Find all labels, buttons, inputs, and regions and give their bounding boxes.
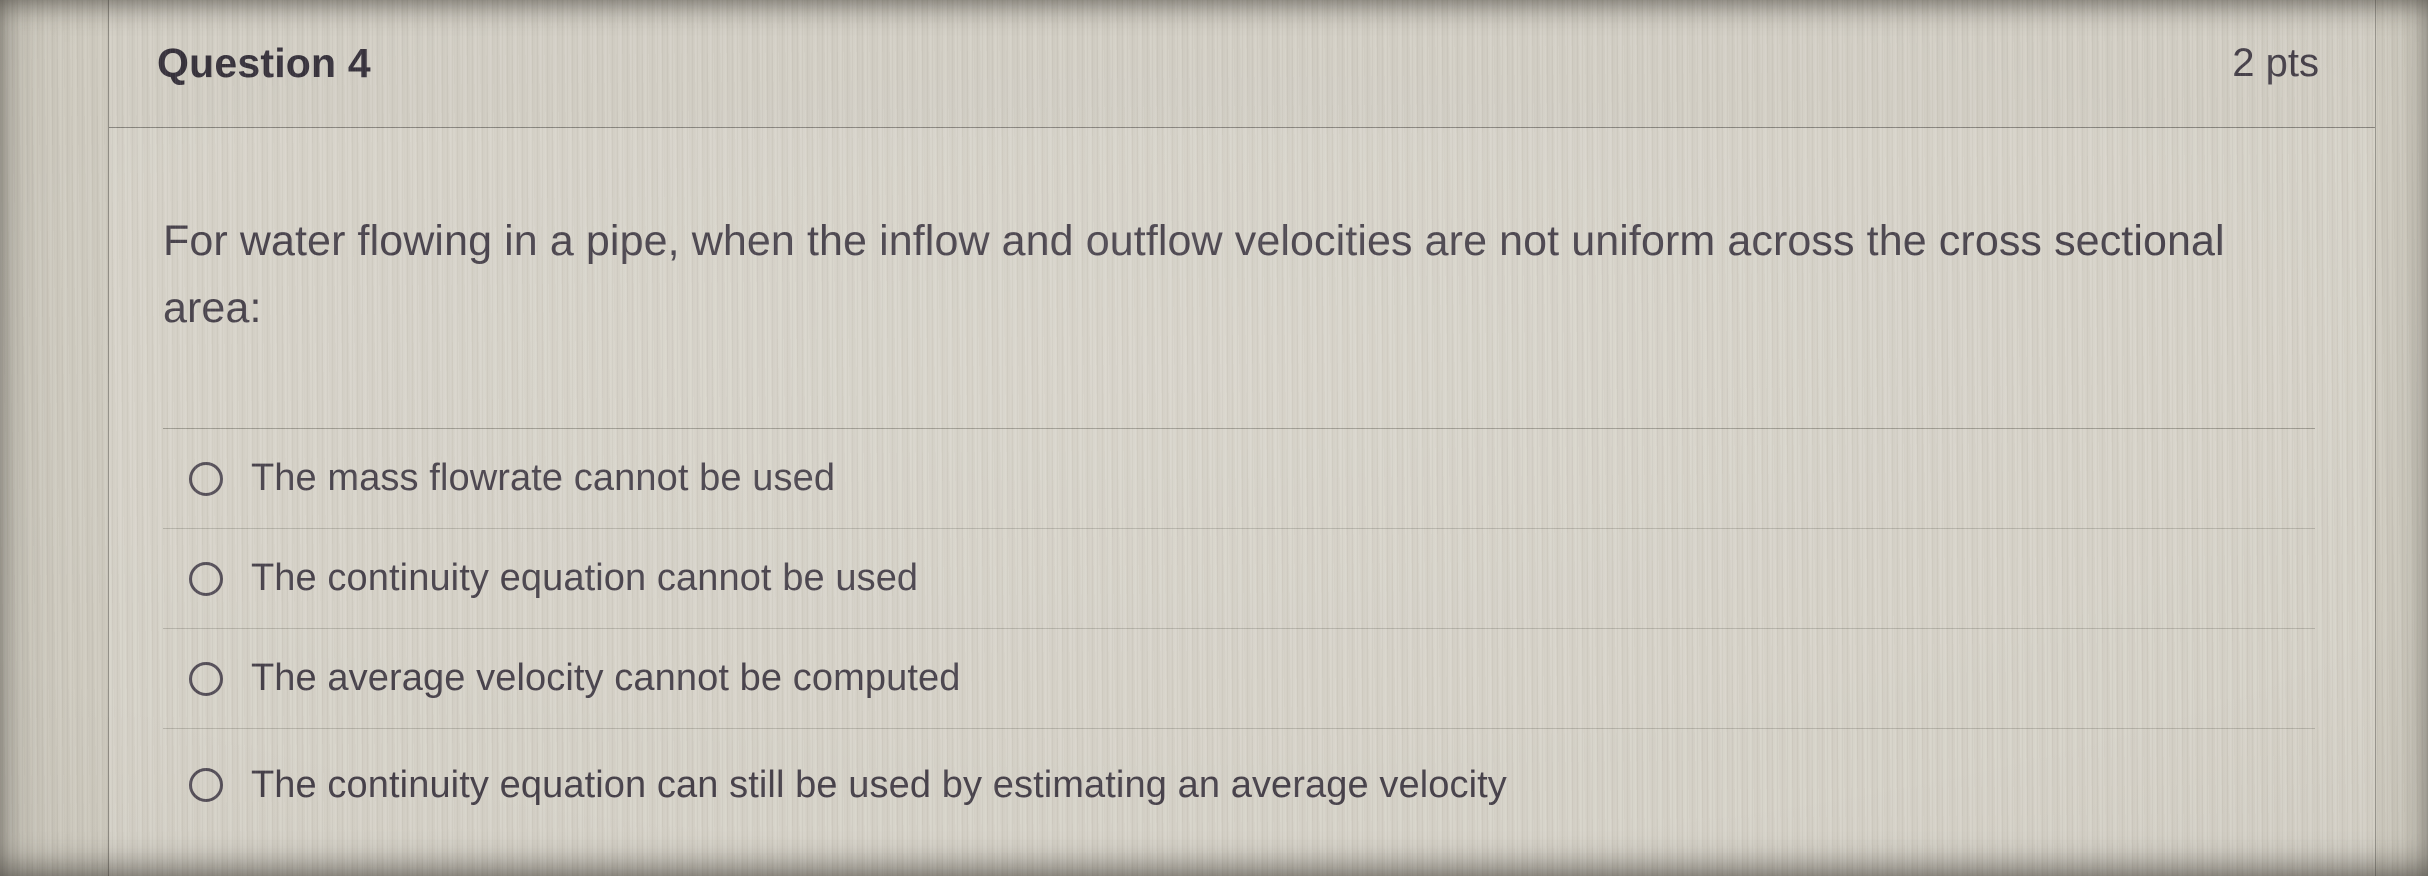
question-prompt: For water flowing in a pipe, when the in… xyxy=(163,217,2225,332)
points-label: 2 pts xyxy=(2232,41,2319,85)
option-label: The continuity equation cannot be used xyxy=(251,557,919,599)
option-label: The average velocity cannot be computed xyxy=(251,657,961,699)
option-radio-button[interactable] xyxy=(189,561,223,596)
option-row[interactable]: The continuity equation can still be use… xyxy=(163,729,2315,841)
question-body: For water flowing in a pipe, when the in… xyxy=(109,128,2375,841)
option-row[interactable]: The mass flowrate cannot be used xyxy=(163,429,2315,529)
option-radio-button[interactable] xyxy=(189,461,223,496)
question-title: Question 4 xyxy=(157,40,371,86)
options-list: The mass flowrate cannot be used The con… xyxy=(163,428,2315,841)
question-header: Question 4 2 pts xyxy=(109,0,2375,128)
option-radio-button[interactable] xyxy=(189,661,223,696)
option-label: The continuity equation can still be use… xyxy=(251,763,1507,806)
option-radio-button[interactable] xyxy=(189,768,223,802)
question-card: Question 4 2 pts For water flowing in a … xyxy=(108,0,2376,876)
option-row[interactable]: The continuity equation cannot be used xyxy=(163,529,2315,629)
option-row[interactable]: The average velocity cannot be computed xyxy=(163,629,2315,729)
option-label: The mass flowrate cannot be used xyxy=(251,457,836,499)
